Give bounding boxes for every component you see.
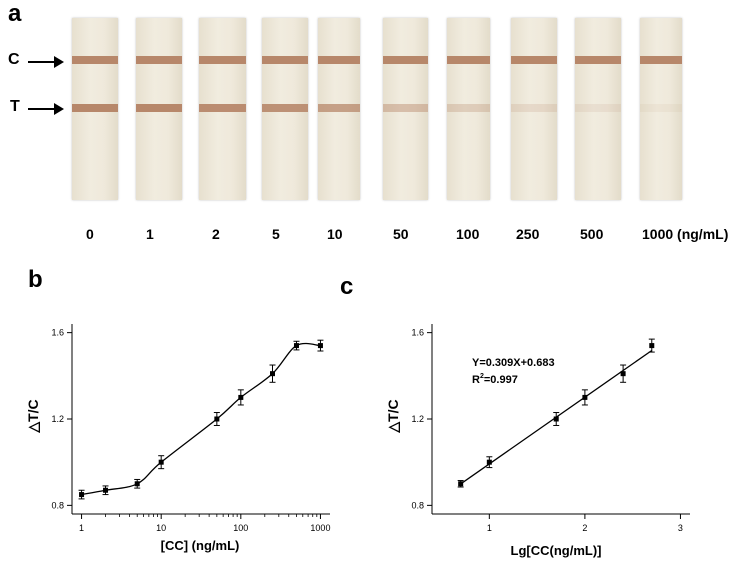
control-band	[262, 56, 308, 64]
test-strip	[136, 18, 182, 200]
test-strip	[72, 18, 118, 200]
control-band	[447, 56, 490, 64]
test-strip	[640, 18, 682, 200]
chart-c-y-tick-label: 1.2	[411, 414, 424, 424]
chart-b-series-line	[81, 342, 321, 496]
test-strip	[262, 18, 308, 200]
test-strip	[575, 18, 621, 200]
chart-b: △T/C [CC] (ng/mL) 0.8 1.2 1.6 1 10 100 1000	[25, 324, 330, 553]
control-band	[640, 56, 682, 64]
concentration-label: 100	[456, 226, 480, 242]
control-line-label: C	[8, 51, 20, 68]
chart-b-xlabel: [CC] (ng/mL)	[161, 538, 240, 553]
concentration-label: 0	[86, 226, 94, 242]
concentration-label: 500	[580, 226, 604, 242]
chart-c: △T/C Lg[CC(ng/mL)] Y=0.309X+0.683 R2=0.9…	[385, 324, 690, 558]
test-band	[318, 104, 360, 112]
test-line-label: T	[10, 98, 20, 115]
chart-c-r2-value: =0.997	[484, 374, 518, 386]
test-band	[383, 104, 428, 112]
chart-b-data-point	[270, 371, 276, 377]
chart-c-data-point	[458, 481, 464, 487]
chart-b-x-tick-label: 1	[79, 523, 84, 533]
chart-c-ylabel: △T/C	[385, 399, 401, 433]
chart-c-data-point	[486, 459, 492, 465]
concentration-label: 1000 (ng/mL)	[642, 226, 729, 242]
chart-c-data-point	[582, 394, 588, 400]
chart-c-r2-sup: 2	[480, 373, 484, 380]
control-band	[575, 56, 621, 64]
chart-b-data-point	[103, 487, 109, 493]
control-line-arrow	[28, 56, 64, 68]
control-band	[511, 56, 557, 64]
panel-a-label: a	[8, 0, 22, 27]
chart-c-data-point	[553, 416, 559, 422]
concentration-label: 1	[146, 226, 154, 242]
chart-b-y-tick-label: 1.6	[51, 328, 64, 338]
test-strip	[447, 18, 490, 200]
chart-b-data-point	[158, 459, 164, 465]
chart-c-data-point	[620, 371, 626, 377]
chart-b-y-tick-label: 1.2	[51, 414, 64, 424]
test-band	[199, 104, 246, 112]
chart-c-data-point	[649, 343, 655, 349]
panel-c-label: c	[340, 273, 354, 300]
chart-c-r2: R2=0.997	[472, 373, 518, 386]
chart-c-x-tick-label: 1	[487, 523, 492, 533]
chart-b-x-tick-label: 100	[233, 523, 248, 533]
test-strip	[199, 18, 246, 200]
test-band	[136, 104, 182, 112]
concentration-label: 5	[272, 226, 280, 242]
chart-b-ylabel: △T/C	[25, 399, 41, 433]
concentration-label: 10	[327, 226, 343, 242]
test-line-arrow	[28, 103, 64, 115]
chart-c-xlabel: Lg[CC(ng/mL)]	[511, 543, 602, 558]
chart-b-data-point	[214, 416, 220, 422]
chart-b-data-point	[317, 343, 323, 349]
chart-b-x-tick-label: 10	[156, 523, 166, 533]
test-strip	[383, 18, 428, 200]
chart-c-y-tick-label: 1.6	[411, 328, 424, 338]
chart-b-y-tick-label: 0.8	[51, 500, 64, 510]
panel-b-label: b	[28, 266, 43, 293]
chart-b-x-tick-label: 1000	[310, 523, 330, 533]
test-band	[511, 104, 557, 112]
chart-b-data-point	[134, 481, 140, 487]
test-band	[447, 104, 490, 112]
chart-c-x-tick-label: 3	[678, 523, 683, 533]
test-band	[262, 104, 308, 112]
chart-c-x-tick-label: 2	[582, 523, 587, 533]
control-band	[72, 56, 118, 64]
test-strip	[318, 18, 360, 200]
control-band	[383, 56, 428, 64]
chart-c-y-tick-label: 0.8	[411, 500, 424, 510]
chart-c-equation: Y=0.309X+0.683	[472, 357, 555, 369]
control-band	[318, 56, 360, 64]
chart-c-r2-prefix: R	[472, 374, 480, 386]
concentration-label: 250	[516, 226, 540, 242]
test-strip	[511, 18, 557, 200]
chart-b-data-point	[238, 394, 244, 400]
control-band	[199, 56, 246, 64]
concentration-label: 50	[393, 226, 409, 242]
test-band	[575, 104, 621, 112]
control-band	[136, 56, 182, 64]
chart-b-data-point	[79, 492, 85, 498]
chart-b-data-point	[293, 343, 299, 349]
test-band	[640, 104, 682, 112]
test-band	[72, 104, 118, 112]
concentration-label: 2	[212, 226, 220, 242]
